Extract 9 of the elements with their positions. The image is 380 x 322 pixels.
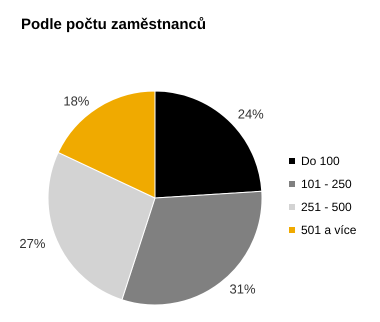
data-label: 31%: [229, 281, 256, 296]
legend-label: 101 - 250: [301, 177, 352, 191]
legend-label: Do 100: [301, 154, 340, 168]
data-label: 27%: [19, 236, 46, 252]
chart-title: Podle počtu zaměstnanců: [21, 16, 206, 33]
data-label: 18%: [63, 93, 90, 108]
legend-label: 501 a více: [301, 223, 357, 237]
legend-label: 251 - 500: [301, 200, 352, 214]
data-label: 24%: [238, 106, 264, 122]
